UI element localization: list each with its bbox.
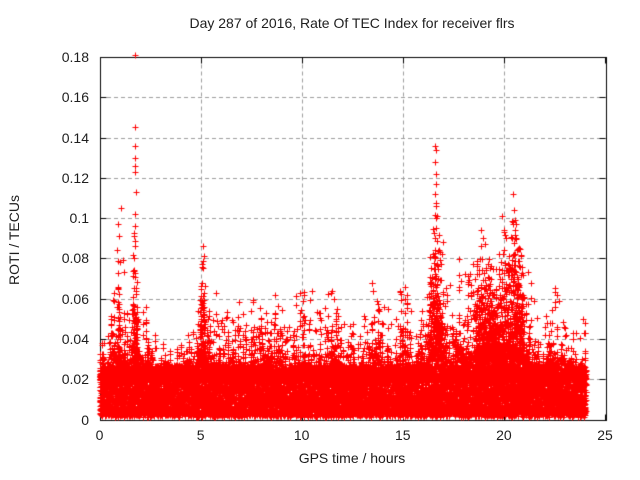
y-tick-label: 0.06 bbox=[61, 290, 89, 307]
x-tick-label: 10 bbox=[293, 427, 310, 443]
y-tick-label: 0.14 bbox=[61, 129, 89, 146]
chart-title: Day 287 of 2016, Rate Of TEC Index for r… bbox=[189, 15, 515, 31]
y-tick-label: 0.04 bbox=[61, 330, 89, 347]
x-tick-label: 15 bbox=[395, 427, 411, 443]
y-tick-label: 0.1 bbox=[69, 210, 89, 227]
x-tick-label: 5 bbox=[196, 427, 205, 443]
y-axis-label: ROTI / TECUs bbox=[6, 195, 22, 285]
y-tick-label: 0.02 bbox=[61, 371, 89, 388]
y-tick-label: 0.08 bbox=[61, 250, 89, 267]
y-tick-label: 0.16 bbox=[61, 89, 89, 106]
x-tick-label: 20 bbox=[496, 427, 512, 443]
x-axis-label: GPS time / hours bbox=[298, 450, 406, 466]
y-tick-label: 0.12 bbox=[61, 169, 89, 186]
x-tick-label: 25 bbox=[597, 427, 613, 443]
x-tick-label: 0 bbox=[95, 427, 104, 443]
y-tick-label: 0 bbox=[81, 411, 89, 428]
y-tick-label: 0.18 bbox=[61, 49, 89, 65]
